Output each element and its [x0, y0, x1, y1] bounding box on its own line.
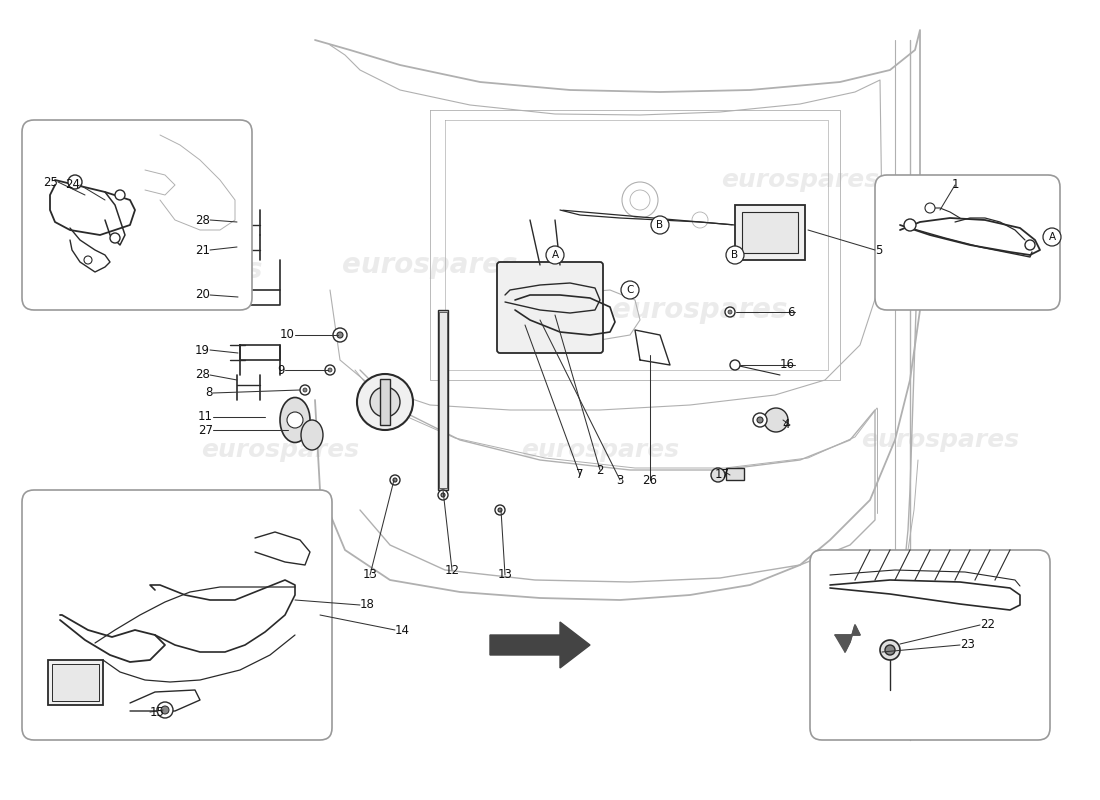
Text: 14: 14	[395, 623, 410, 637]
Circle shape	[84, 256, 92, 264]
Ellipse shape	[280, 398, 310, 442]
Circle shape	[110, 233, 120, 243]
Circle shape	[730, 360, 740, 370]
Circle shape	[328, 368, 332, 372]
Circle shape	[546, 246, 564, 264]
Text: 4: 4	[782, 418, 790, 431]
Text: 24: 24	[65, 178, 80, 191]
Bar	[379, 379, 390, 425]
Text: 26: 26	[642, 474, 658, 486]
Circle shape	[925, 203, 935, 213]
Polygon shape	[835, 625, 860, 652]
Text: A: A	[551, 250, 559, 260]
Circle shape	[1043, 228, 1062, 246]
Circle shape	[711, 468, 725, 482]
Circle shape	[621, 281, 639, 299]
Circle shape	[1025, 240, 1035, 250]
Circle shape	[393, 478, 397, 482]
Bar	[439, 312, 447, 488]
Polygon shape	[490, 622, 590, 668]
Text: 11: 11	[198, 410, 213, 423]
Text: eurospares: eurospares	[861, 428, 1019, 452]
FancyBboxPatch shape	[874, 175, 1060, 310]
Text: eurospares: eurospares	[342, 251, 518, 279]
Circle shape	[651, 216, 669, 234]
Bar	[742, 212, 797, 253]
Circle shape	[754, 413, 767, 427]
Text: 28: 28	[195, 214, 210, 226]
Text: 8: 8	[206, 386, 213, 399]
Text: 18: 18	[360, 598, 375, 611]
Circle shape	[764, 408, 788, 432]
Text: 3: 3	[616, 474, 624, 486]
Text: 27: 27	[198, 423, 213, 437]
Circle shape	[68, 175, 82, 189]
Circle shape	[302, 388, 307, 392]
Text: eurospares: eurospares	[201, 438, 359, 462]
Text: 13: 13	[363, 569, 377, 582]
Ellipse shape	[301, 420, 323, 450]
Circle shape	[880, 640, 900, 660]
Circle shape	[886, 645, 895, 655]
Text: 25: 25	[43, 175, 58, 189]
Text: 21: 21	[195, 243, 210, 257]
Text: eurospares: eurospares	[87, 256, 263, 284]
Text: 5: 5	[874, 243, 882, 257]
Circle shape	[370, 387, 400, 417]
Circle shape	[157, 702, 173, 718]
Bar	[438, 310, 448, 490]
Circle shape	[726, 246, 744, 264]
FancyBboxPatch shape	[810, 550, 1050, 740]
Text: 6: 6	[788, 306, 795, 318]
Circle shape	[324, 365, 336, 375]
Circle shape	[728, 310, 732, 314]
Circle shape	[234, 264, 246, 276]
Text: 7: 7	[576, 469, 584, 482]
FancyBboxPatch shape	[497, 262, 603, 353]
Bar	[48, 660, 103, 705]
Text: 10: 10	[280, 329, 295, 342]
Text: 19: 19	[195, 343, 210, 357]
Circle shape	[287, 412, 303, 428]
Bar	[735, 205, 805, 260]
Text: 17: 17	[715, 469, 730, 482]
Text: 9: 9	[277, 363, 285, 377]
Circle shape	[390, 475, 400, 485]
Text: 12: 12	[444, 563, 460, 577]
Text: 23: 23	[960, 638, 975, 651]
Circle shape	[333, 328, 346, 342]
Circle shape	[300, 385, 310, 395]
Circle shape	[757, 417, 763, 423]
Text: C: C	[626, 285, 634, 295]
Circle shape	[441, 493, 446, 497]
Circle shape	[904, 219, 916, 231]
Circle shape	[337, 332, 343, 338]
Text: B: B	[732, 250, 738, 260]
Bar	[52, 664, 99, 701]
Circle shape	[495, 505, 505, 515]
Text: A: A	[1048, 232, 1056, 242]
Bar	[726, 468, 744, 480]
Circle shape	[438, 490, 448, 500]
Circle shape	[116, 190, 125, 200]
Circle shape	[725, 307, 735, 317]
FancyBboxPatch shape	[22, 120, 252, 310]
Text: 22: 22	[980, 618, 996, 631]
Text: 28: 28	[195, 369, 210, 382]
Text: 2: 2	[596, 463, 604, 477]
Text: 16: 16	[780, 358, 795, 371]
Text: 1: 1	[952, 178, 959, 191]
Text: 13: 13	[497, 569, 513, 582]
Text: eurospares: eurospares	[613, 296, 788, 324]
Text: B: B	[657, 220, 663, 230]
Circle shape	[161, 706, 169, 714]
FancyBboxPatch shape	[22, 490, 332, 740]
Circle shape	[358, 374, 412, 430]
Text: 15: 15	[150, 706, 165, 718]
Text: eurospares: eurospares	[720, 168, 879, 192]
Text: eurospares: eurospares	[521, 438, 679, 462]
Text: 20: 20	[195, 289, 210, 302]
Circle shape	[498, 508, 502, 512]
